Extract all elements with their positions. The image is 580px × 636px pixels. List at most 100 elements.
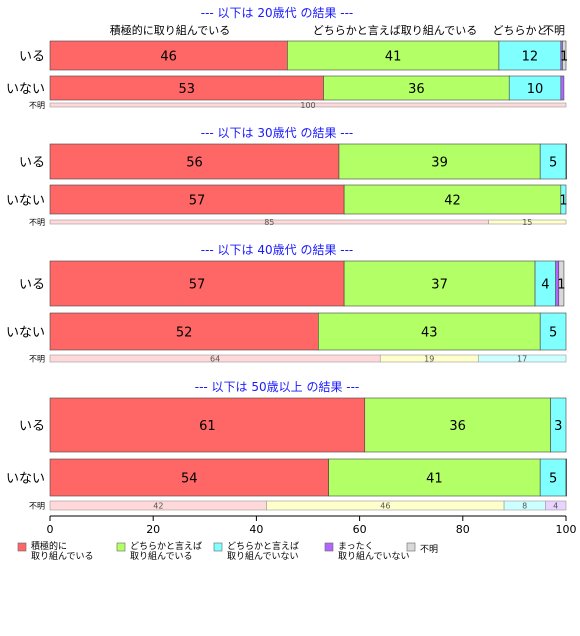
- data-label: 36: [408, 82, 425, 97]
- bar-segment: [49, 397, 366, 453]
- data-label: 41: [385, 50, 402, 65]
- row-label: 不明: [29, 101, 45, 110]
- data-label: 5: [549, 472, 557, 487]
- bar-segment: [49, 75, 324, 101]
- bar-segment: [562, 40, 567, 71]
- bar-segment: [49, 458, 329, 497]
- data-label: 57: [189, 194, 206, 209]
- data-label: 19: [424, 355, 434, 364]
- data-label: 56: [186, 156, 203, 171]
- bar-segment: [49, 143, 340, 180]
- row-label: いない: [6, 472, 45, 487]
- bar-segment: [560, 75, 565, 101]
- data-label: 10: [527, 82, 544, 97]
- bar-segment: [49, 102, 567, 108]
- bar-segment: [545, 500, 567, 511]
- data-label: 12: [522, 50, 539, 65]
- x-tick-label: 40: [249, 523, 263, 536]
- bar-segment: [287, 40, 500, 71]
- data-label: 37: [431, 278, 448, 293]
- legend-label: 取り組んでいる: [130, 550, 193, 562]
- group-title: --- 以下は 40歳代 の結果 ---: [201, 243, 354, 257]
- row-label: いる: [19, 50, 45, 65]
- legend-swatch: [17, 542, 27, 552]
- legend-swatch: [324, 542, 334, 552]
- data-label: 52: [176, 326, 193, 341]
- bar-segment: [49, 312, 319, 351]
- bar-segment: [565, 458, 567, 497]
- x-tick-label: 20: [146, 523, 160, 536]
- bar-segment: [477, 354, 567, 363]
- bar-segment: [49, 40, 288, 71]
- data-label: 43: [421, 326, 438, 341]
- legend-label: まったく: [338, 541, 374, 552]
- legend-swatch: [116, 542, 126, 552]
- row-label: いない: [6, 194, 45, 209]
- data-label: 1: [559, 194, 567, 209]
- data-label: 15: [522, 218, 532, 227]
- x-tick-label: 0: [47, 523, 54, 536]
- row-label: いる: [19, 278, 45, 293]
- data-label: 36: [449, 419, 466, 434]
- legend-label: どちらかと言えば: [130, 540, 202, 552]
- group-title: --- 以下は 20歳代 の結果 ---: [201, 6, 354, 20]
- bar-segment: [343, 260, 536, 307]
- data-label: 57: [189, 278, 206, 293]
- legend-swatch: [213, 542, 223, 552]
- legend-label: 取り組んでいる: [31, 550, 94, 562]
- bar-segment: [328, 458, 541, 497]
- x-tick-label: 100: [556, 523, 577, 536]
- bar-segment: [539, 143, 567, 180]
- bar-segment: [49, 184, 345, 215]
- row-label: いない: [6, 82, 45, 97]
- data-label: 46: [380, 502, 390, 511]
- row-label: いる: [19, 419, 45, 434]
- data-label: 64: [210, 355, 220, 364]
- bar-segment: [539, 458, 567, 497]
- data-label: 42: [153, 502, 163, 511]
- row-label: 不明: [29, 218, 45, 227]
- data-label: 54: [181, 472, 198, 487]
- data-label: 100: [300, 101, 315, 110]
- legend-label: 不明: [420, 544, 438, 555]
- data-label: 8: [522, 502, 527, 511]
- group-title: --- 以下は 30歳代 の結果 ---: [201, 126, 354, 140]
- x-tick-label: 60: [353, 523, 367, 536]
- bar-segment: [560, 184, 567, 215]
- bar-segment: [488, 219, 567, 225]
- data-label: 17: [517, 355, 527, 364]
- bar-segment: [558, 260, 565, 307]
- x-tick-label: 80: [456, 523, 470, 536]
- bar-segment: [539, 312, 567, 351]
- bar-segment: [323, 75, 510, 101]
- row-label: 不明: [29, 502, 45, 511]
- data-label: 46: [160, 50, 177, 65]
- category-header: どちらかと: [493, 24, 548, 37]
- data-label: 1: [560, 50, 568, 65]
- category-header: 不明: [543, 24, 565, 37]
- bar-segment: [343, 184, 562, 215]
- bar-segment: [508, 75, 562, 101]
- bar-segment: [364, 397, 551, 453]
- data-label: 39: [431, 156, 448, 171]
- legend-label: 積極的に: [31, 540, 67, 552]
- bar-segment: [550, 397, 567, 453]
- data-label: 41: [426, 472, 443, 487]
- data-label: 85: [264, 218, 274, 227]
- bar-segment: [565, 143, 567, 180]
- data-label: 1: [557, 278, 565, 293]
- data-label: 4: [553, 502, 558, 511]
- data-label: 61: [199, 419, 216, 434]
- category-header: どちらかと言えば取り組んでいる: [313, 24, 477, 37]
- data-label: 5: [549, 326, 557, 341]
- row-label: いない: [6, 326, 45, 341]
- bar-segment: [318, 312, 541, 351]
- bar-segment: [498, 40, 562, 71]
- legend-label: 取り組んでいない: [227, 550, 299, 562]
- legend-label: どちらかと言えば: [227, 540, 299, 552]
- group-title: --- 以下は 50歳以上 の結果 ---: [195, 380, 360, 394]
- legend-label: 取り組んでいない: [338, 550, 410, 562]
- row-label: 不明: [29, 355, 45, 364]
- data-label: 53: [178, 82, 195, 97]
